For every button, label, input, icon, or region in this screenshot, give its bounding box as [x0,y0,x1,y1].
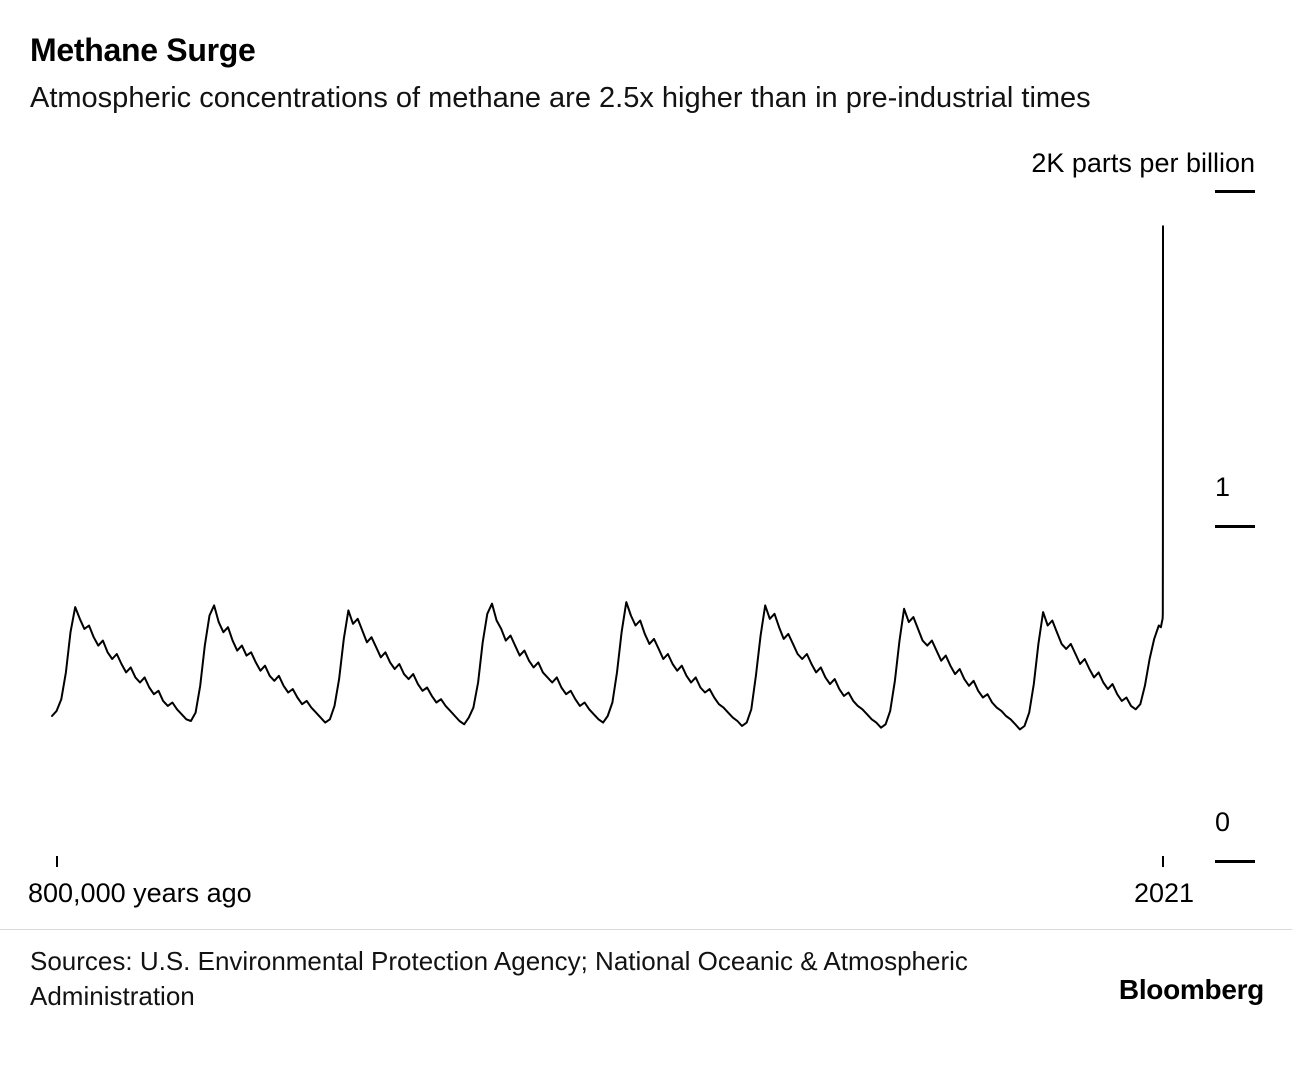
page-title: Methane Surge [30,32,256,68]
bloomberg-logo: Bloomberg [1118,974,1264,1006]
chart-footer: Sources: U.S. Environmental Protection A… [0,929,1292,1017]
y-axis-unit-label: 2K parts per billion [1031,148,1255,179]
y-tick-mark-0 [1215,860,1255,864]
x-axis-label-end: 2021 [1133,878,1195,909]
chart-subtitle: Atmospheric concentrations of methane ar… [30,82,1091,114]
sources-text: Sources: U.S. Environmental Protection A… [30,946,968,1011]
x-axis-label-start: 800,000 years ago [28,878,252,909]
x-tick-mark-end [1162,856,1164,868]
y-tick-mark-1 [1215,525,1255,529]
plot-canvas [51,225,1164,731]
y-tick-mark-2k [1215,190,1255,194]
methane-line-chart: 2K parts per billion 1 0 800,000 years a… [0,144,1292,929]
methane-trend-line [51,225,1164,731]
chart-header: Methane Surge Atmospheric concentrations… [0,0,1292,118]
y-tick-label-1: 1 [1215,472,1231,503]
x-tick-mark-start [56,856,58,868]
y-tick-label-0: 0 [1215,807,1231,838]
